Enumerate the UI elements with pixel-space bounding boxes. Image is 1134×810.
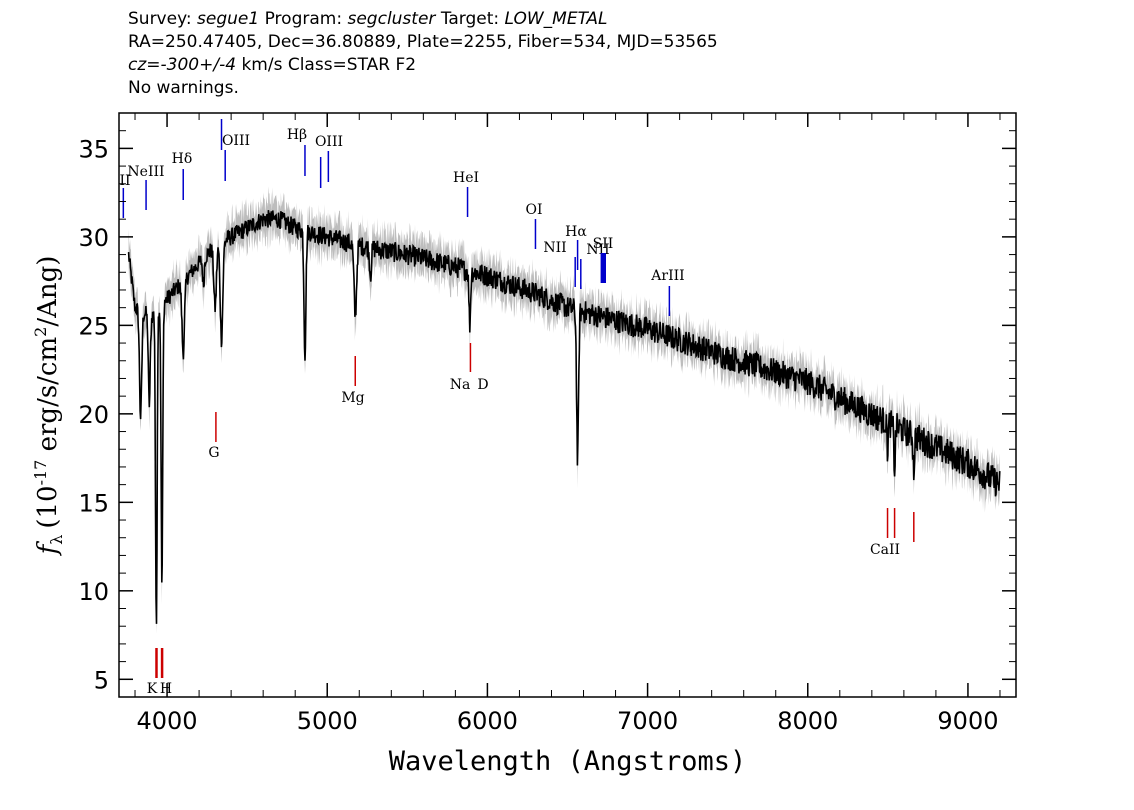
y-axis-title-square: 2 — [31, 327, 50, 337]
y-axis-title-rest: erg/s/cm — [33, 337, 63, 460]
header-line-coordinates: RA=250.47405, Dec=36.80889, Plate=2255, … — [128, 32, 718, 52]
emission-line-label: OIII — [222, 133, 250, 149]
absorption-line-label: K — [147, 681, 158, 697]
y-tick-label: 10 — [78, 578, 109, 606]
target-key: Target: — [440, 9, 500, 29]
y-tick-label: 35 — [78, 135, 109, 163]
header-line-redshift: cz=-300+/-4 km/s Class=STAR F2 — [128, 54, 1028, 77]
axis-ticks-layer: 4000 5000 6000 7000 8000 9000 5 10 15 20 25 30 35 — [78, 113, 1016, 735]
emission-line-label: II — [119, 173, 130, 189]
y-axis-title-exponent: -17 — [31, 460, 50, 486]
absorption-line-label: Na — [450, 377, 471, 393]
y-tick-label: 15 — [78, 489, 109, 517]
y-tick-label: 25 — [78, 312, 109, 340]
program-value: segcluster — [347, 9, 436, 29]
y-axis-title-base: (10 — [33, 485, 63, 528]
emission-line-label: SII — [593, 236, 614, 252]
x-tick-label: 5000 — [297, 707, 358, 735]
header-line-warnings: No warnings. — [128, 78, 239, 98]
emission-line-label: Hα — [565, 224, 587, 240]
spectrum-header: Survey: segue1 Program: segcluster Targe… — [128, 8, 1028, 100]
emission-line-label: NII — [543, 240, 566, 256]
absorption-line-label: Mg — [341, 390, 364, 406]
cz-rest: km/s Class=STAR F2 — [241, 55, 417, 75]
absorption-line-label: H — [160, 681, 172, 697]
x-tick-label: 7000 — [617, 707, 678, 735]
y-tick-label: 30 — [78, 224, 109, 252]
x-axis-title: Wavelength (Angstroms) — [389, 746, 747, 777]
emission-line-label: OIII — [315, 134, 343, 150]
plot-frame — [118, 112, 1017, 698]
x-tick-label: 6000 — [457, 707, 518, 735]
x-tick-label: 8000 — [777, 707, 838, 735]
target-value: LOW_METAL — [504, 9, 608, 29]
header-line-survey: Survey: segue1 Program: segcluster Targe… — [128, 8, 1028, 31]
absorption-line-label: G — [208, 445, 219, 461]
absorption-line-label: CaII — [870, 542, 900, 558]
y-axis-title: fλ(10-17 erg/s/cm2/Ang) — [31, 256, 66, 557]
flux-series-line — [127, 209, 1001, 624]
y-tick-label: 20 — [78, 401, 109, 429]
emission-line-label: ArIII — [650, 268, 684, 284]
survey-value: segue1 — [197, 9, 260, 29]
survey-key: Survey: — [128, 9, 192, 29]
emission-line-label: Hβ — [287, 127, 307, 143]
emission-line-label: NeIII — [127, 164, 164, 180]
x-tick-label: 9000 — [937, 707, 998, 735]
x-tick-label: 4000 — [137, 707, 198, 735]
cz-value: -300+/-4 — [160, 55, 237, 75]
emission-line-label: Hδ — [172, 151, 193, 167]
emission-line-label: OI — [525, 202, 542, 218]
flux-layer — [127, 209, 1001, 624]
y-tick-label: 5 — [94, 666, 109, 694]
y-axis-title-end: /Ang) — [33, 256, 63, 327]
emission-line-label: HeI — [453, 170, 479, 186]
absorption-line-label: D — [477, 377, 488, 393]
program-key: Program: — [264, 9, 343, 29]
cz-key: cz= — [128, 55, 161, 75]
y-axis-title-subscript: λ — [47, 535, 66, 545]
